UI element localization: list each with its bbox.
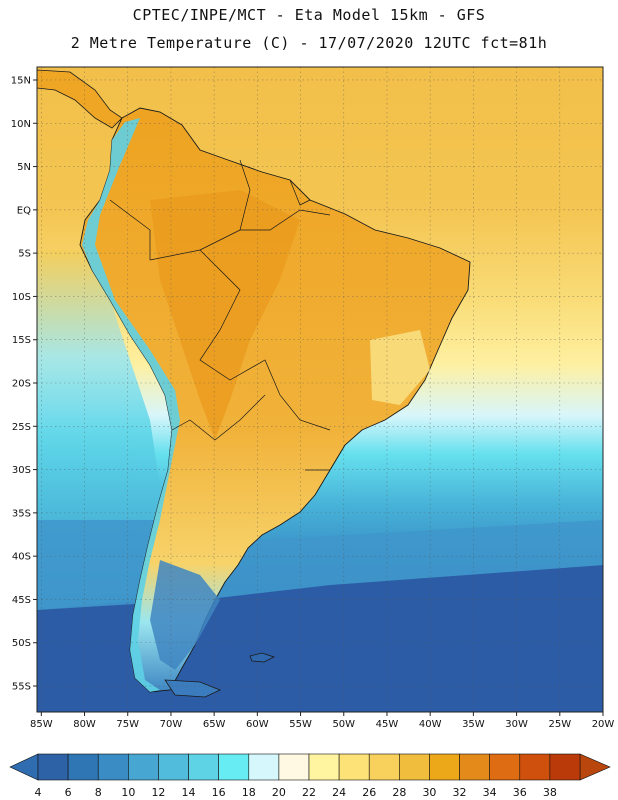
colorbar-swatch <box>459 753 490 781</box>
colorbar-swatch <box>188 753 219 781</box>
latitude-axis: 15N 10N 5N EQ 5S 10S 15S 20S 25S 30S 35S 40S 45S 50S 5… <box>11 75 37 693</box>
colorbar-label: 6 <box>65 786 72 799</box>
lon-tick-label: 20W <box>592 719 615 730</box>
lat-tick-label: 30S <box>12 465 31 476</box>
lon-tick-label: 30W <box>505 719 528 730</box>
lon-tick-label: 40W <box>419 719 442 730</box>
lat-tick-label: 5N <box>17 162 31 173</box>
falkland-islands <box>249 652 276 663</box>
map-frame <box>36 66 604 713</box>
colorbar-label: 10 <box>121 786 135 799</box>
lat-tick-label: 10N <box>11 119 31 130</box>
colorbar-label: 16 <box>212 786 226 799</box>
colorbar-swatch <box>308 753 340 781</box>
lat-tick-label: 25S <box>12 422 31 433</box>
colorbar-swatch <box>128 753 159 781</box>
lon-tick-label: 50W <box>332 719 355 730</box>
colorbar-label: 32 <box>453 786 467 799</box>
colorbar-swatch <box>429 753 460 781</box>
colorbar-high-arrow <box>579 753 611 781</box>
lon-tick-label: 45W <box>376 719 399 730</box>
colorbar-label: 18 <box>242 786 256 799</box>
lon-tick-label: 70W <box>160 719 183 730</box>
colorbar-label: 20 <box>272 786 286 799</box>
colorbar-label: 26 <box>362 786 376 799</box>
colorbar-label: 22 <box>302 786 316 799</box>
lon-tick-label: 35W <box>462 719 485 730</box>
colorbar-swatch <box>278 753 310 781</box>
title-line-1: CPTEC/INPE/MCT - Eta Model 15km - GFS <box>132 6 486 24</box>
colorbar-label: 34 <box>483 786 497 799</box>
lon-tick-label: 55W <box>289 719 312 730</box>
lon-tick-label: 75W <box>116 719 139 730</box>
colorbar-label: 28 <box>392 786 406 799</box>
lat-tick-label: 50S <box>12 638 31 649</box>
colorbar-swatch <box>519 753 551 781</box>
central-america-land <box>37 69 123 129</box>
colorbar-swatch <box>248 753 280 781</box>
longitude-axis: 85W 80W 75W 70W 65W 60W 55W 50W 45W 40W 35W 30W 25W 2… <box>30 712 614 730</box>
lon-tick-label: 60W <box>246 719 269 730</box>
lon-tick-label: 85W <box>30 719 53 730</box>
lat-tick-label: 15N <box>11 75 31 86</box>
colorbar-label: 24 <box>332 786 346 799</box>
lat-tick-label: 10S <box>12 292 31 303</box>
lat-tick-label: 40S <box>12 552 31 563</box>
colorbar: 4 6 8 10 12 14 16 18 20 22 24 26 28 30 32 34 36 38 <box>9 753 611 799</box>
colorbar-swatch <box>399 753 430 781</box>
lon-tick-label: 80W <box>73 719 96 730</box>
country-borders <box>109 159 346 471</box>
colorbar-label: 12 <box>151 786 165 799</box>
lat-tick-label: 45S <box>12 595 31 606</box>
lat-tick-label: 20S <box>12 379 31 390</box>
lon-tick-label: 25W <box>548 719 571 730</box>
colorbar-label: 36 <box>513 786 527 799</box>
colorbar-label: 8 <box>95 786 102 799</box>
lat-tick-label: 55S <box>12 682 31 693</box>
colorbar-label: 38 <box>543 786 557 799</box>
colorbar-swatch <box>338 753 370 781</box>
title-line-2: 2 Metre Temperature (C) - 17/07/2020 12U… <box>70 34 548 52</box>
lat-tick-label: 5S <box>18 249 31 260</box>
colorbar-label: 4 <box>35 786 42 799</box>
lat-tick-label: EQ <box>17 205 31 216</box>
lat-tick-label: 15S <box>12 335 31 346</box>
colorbar-label: 30 <box>422 786 436 799</box>
colorbar-swatch <box>489 753 521 781</box>
colorbar-swatch <box>549 753 581 781</box>
colorbar-low-arrow <box>9 753 39 781</box>
colorbar-swatch <box>97 753 129 781</box>
lat-tick-label: 35S <box>12 508 31 519</box>
colorbar-swatch <box>368 753 400 781</box>
colorbar-swatch <box>67 753 99 781</box>
lon-tick-label: 65W <box>203 719 226 730</box>
map-field <box>37 67 603 712</box>
colorbar-swatch <box>218 753 250 781</box>
colorbar-swatch <box>37 753 69 781</box>
southeast-highlands <box>370 330 430 405</box>
colorbar-label: 14 <box>182 786 196 799</box>
colorbar-swatch <box>158 753 189 781</box>
tierra-del-fuego <box>164 679 222 698</box>
